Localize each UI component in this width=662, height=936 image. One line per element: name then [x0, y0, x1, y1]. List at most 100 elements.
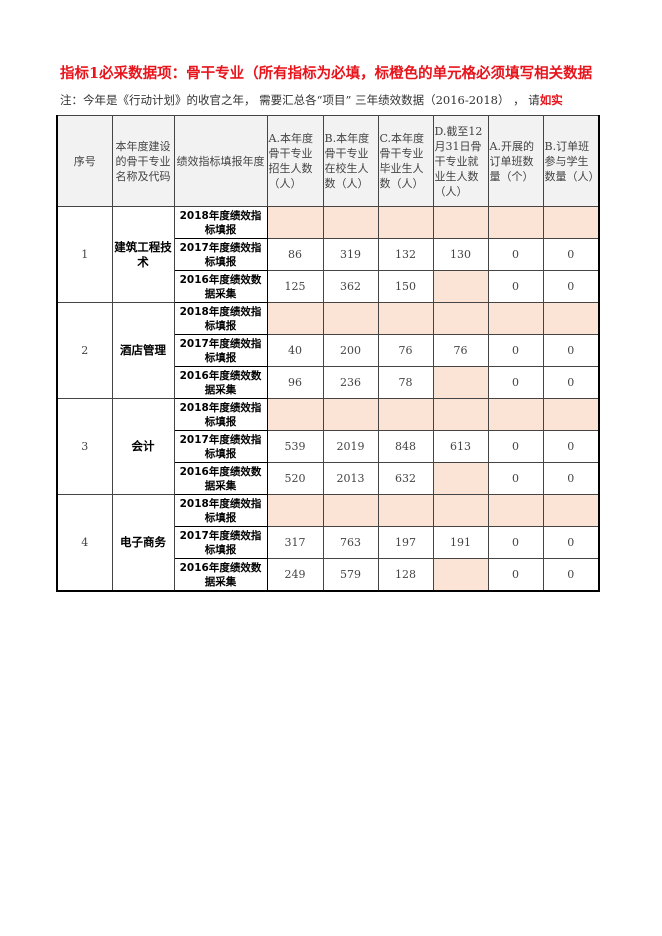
value-cell[interactable]: 0 — [487, 526, 544, 559]
value-cell[interactable] — [487, 206, 544, 239]
value-cell[interactable]: 191 — [432, 526, 489, 559]
row-number: 2 — [56, 302, 113, 399]
value-cell[interactable]: 0 — [542, 334, 600, 367]
note-highlight: 如实 — [539, 93, 563, 107]
value-cell[interactable]: 0 — [487, 270, 544, 303]
value-cell[interactable]: 0 — [542, 430, 600, 463]
major-name: 酒店管理 — [111, 302, 175, 399]
value-cell[interactable]: 0 — [487, 462, 544, 495]
table-row: 2017年度绩效指标填报 40 200 76 76 0 0 — [57, 334, 600, 367]
value-cell[interactable] — [432, 398, 489, 431]
column-header: D.截至12月31日骨干专业就业生人数（人） — [432, 115, 489, 207]
value-cell[interactable] — [487, 302, 544, 335]
value-cell[interactable]: 539 — [266, 430, 324, 463]
value-cell[interactable]: 0 — [542, 462, 600, 495]
value-cell[interactable] — [487, 398, 544, 431]
value-cell[interactable] — [432, 494, 489, 527]
value-cell[interactable]: 0 — [487, 430, 544, 463]
report-year: 2018年度绩效指标填报 — [173, 494, 268, 527]
value-cell[interactable]: 132 — [377, 238, 434, 271]
value-cell[interactable]: 319 — [322, 238, 379, 271]
value-cell[interactable] — [432, 558, 489, 592]
value-cell[interactable]: 0 — [487, 238, 544, 271]
value-cell[interactable] — [377, 206, 434, 239]
value-cell[interactable] — [542, 302, 600, 335]
value-cell[interactable]: 0 — [542, 558, 600, 592]
value-cell[interactable] — [322, 494, 379, 527]
report-year: 2016年度绩效数据采集 — [173, 462, 268, 495]
value-cell[interactable] — [542, 206, 600, 239]
value-cell[interactable] — [377, 398, 434, 431]
value-cell[interactable]: 78 — [377, 366, 434, 399]
value-cell[interactable]: 197 — [377, 526, 434, 559]
report-year: 2018年度绩效指标填报 — [173, 206, 268, 239]
column-header: 序号 — [56, 115, 113, 207]
value-cell[interactable] — [432, 270, 489, 303]
report-year: 2017年度绩效指标填报 — [173, 526, 268, 559]
value-cell[interactable]: 2019 — [322, 430, 379, 463]
value-cell[interactable]: 249 — [266, 558, 324, 592]
major-name: 建筑工程技术 — [111, 206, 175, 303]
data-table: 序号 本年度建设的骨干专业名称及代码 绩效指标填报年度 A.本年度骨干专业招生人数（人… — [56, 115, 600, 592]
value-cell[interactable] — [432, 302, 489, 335]
value-cell[interactable]: 632 — [377, 462, 434, 495]
table-row: 2017年度绩效指标填报 317 763 197 191 0 0 — [57, 526, 600, 559]
value-cell[interactable]: 76 — [432, 334, 489, 367]
value-cell[interactable] — [542, 398, 600, 431]
value-cell[interactable]: 848 — [377, 430, 434, 463]
value-cell[interactable]: 200 — [322, 334, 379, 367]
value-cell[interactable]: 125 — [266, 270, 324, 303]
value-cell[interactable] — [322, 302, 379, 335]
report-year: 2018年度绩效指标填报 — [173, 398, 268, 431]
value-cell[interactable]: 763 — [322, 526, 379, 559]
column-header: 本年度建设的骨干专业名称及代码 — [111, 115, 175, 207]
note-text: 注：今年是《行动计划》的收官之年， 需要汇总各“项目” 三年绩效数据（2016-… — [60, 93, 540, 107]
value-cell[interactable]: 0 — [542, 270, 600, 303]
table-row: 3 会计 2018年度绩效指标填报 — [56, 398, 600, 495]
value-cell[interactable] — [432, 206, 489, 239]
value-cell[interactable] — [266, 494, 324, 527]
value-cell[interactable] — [487, 494, 544, 527]
value-cell[interactable]: 0 — [487, 366, 544, 399]
row-number: 3 — [56, 398, 113, 495]
value-cell[interactable]: 130 — [432, 238, 489, 271]
value-cell[interactable]: 2013 — [322, 462, 379, 495]
value-cell[interactable]: 0 — [487, 558, 544, 592]
value-cell[interactable]: 0 — [542, 366, 600, 399]
row-number: 1 — [56, 206, 113, 303]
table-row: 4 电子商务 2018年度绩效指标填报 — [56, 494, 600, 592]
row-number: 4 — [56, 494, 113, 592]
value-cell[interactable]: 40 — [266, 334, 324, 367]
value-cell[interactable]: 0 — [487, 334, 544, 367]
table-row: 2 酒店管理 2018年度绩效指标填报 — [56, 302, 600, 399]
report-year: 2016年度绩效数据采集 — [173, 270, 268, 303]
value-cell[interactable]: 0 — [542, 526, 600, 559]
value-cell[interactable]: 362 — [322, 270, 379, 303]
value-cell[interactable]: 128 — [377, 558, 434, 592]
value-cell[interactable] — [266, 302, 324, 335]
value-cell[interactable] — [542, 494, 600, 527]
value-cell[interactable] — [432, 462, 489, 495]
value-cell[interactable] — [266, 398, 324, 431]
value-cell[interactable] — [322, 398, 379, 431]
value-cell[interactable]: 236 — [322, 366, 379, 399]
value-cell[interactable]: 317 — [266, 526, 324, 559]
value-cell[interactable]: 86 — [266, 238, 324, 271]
table-row: 2016年度绩效数据采集 249 579 128 0 0 — [57, 558, 600, 592]
value-cell[interactable] — [377, 494, 434, 527]
column-header: B.订单班参与学生数量（人） — [542, 115, 600, 207]
table-row: 2017年度绩效指标填报 86 319 132 130 0 0 — [57, 238, 600, 271]
value-cell[interactable]: 76 — [377, 334, 434, 367]
value-cell[interactable] — [377, 302, 434, 335]
value-cell[interactable]: 520 — [266, 462, 324, 495]
value-cell[interactable] — [432, 366, 489, 399]
value-cell[interactable] — [322, 206, 379, 239]
table-row: 2016年度绩效数据采集 520 2013 632 0 0 — [57, 462, 600, 495]
value-cell[interactable]: 150 — [377, 270, 434, 303]
value-cell[interactable] — [266, 206, 324, 239]
value-cell[interactable]: 579 — [322, 558, 379, 592]
value-cell[interactable]: 0 — [542, 238, 600, 271]
value-cell[interactable]: 96 — [266, 366, 324, 399]
value-cell[interactable]: 613 — [432, 430, 489, 463]
report-year: 2017年度绩效指标填报 — [173, 238, 268, 271]
